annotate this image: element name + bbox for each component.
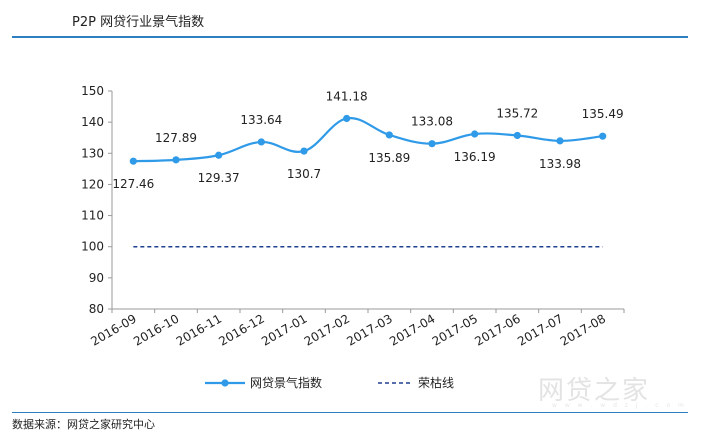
x-tick-label: 2016-09 bbox=[88, 311, 138, 348]
data-label: 129.37 bbox=[198, 171, 240, 185]
y-tick-label: 100 bbox=[81, 240, 104, 254]
series-layer bbox=[129, 114, 607, 248]
x-tick-label: 2017-02 bbox=[302, 311, 352, 348]
data-label: 136.19 bbox=[454, 150, 496, 164]
data-label: 135.49 bbox=[582, 107, 624, 121]
data-point bbox=[172, 156, 180, 164]
data-label: 127.89 bbox=[155, 131, 197, 145]
legend-label-boom-bust: 荣枯线 bbox=[418, 375, 454, 390]
watermark-url: w w w . w d z j . c o m bbox=[552, 402, 687, 409]
y-tick-label: 90 bbox=[89, 271, 104, 285]
data-point bbox=[513, 131, 521, 140]
data-label: 130.7 bbox=[287, 167, 321, 181]
data-label: 133.64 bbox=[240, 113, 282, 127]
data-point bbox=[428, 140, 436, 148]
y-tick-label: 150 bbox=[81, 84, 104, 98]
data-point bbox=[556, 137, 564, 145]
x-tick-label: 2017-08 bbox=[558, 311, 608, 348]
x-tick-label: 2017-01 bbox=[259, 311, 309, 348]
x-tick-label: 2016-12 bbox=[216, 311, 266, 348]
data-labels: 127.46 127.89 129.37 133.64 130.7 141.18 135.8… bbox=[112, 89, 623, 191]
page-title: P2P 网贷行业景气指数 bbox=[72, 15, 205, 30]
x-tick-label: 2017-06 bbox=[472, 311, 522, 348]
y-tick-label: 120 bbox=[81, 177, 104, 191]
data-label: 135.89 bbox=[368, 151, 410, 165]
header-divider bbox=[12, 36, 688, 38]
x-tick-label: 2016-10 bbox=[131, 311, 181, 348]
x-tick-label: 2017-07 bbox=[515, 311, 565, 348]
legend: 网贷景气指数 荣枯线 bbox=[205, 375, 454, 390]
data-label: 127.46 bbox=[112, 177, 154, 191]
data-point bbox=[300, 147, 308, 155]
data-label: 141.18 bbox=[326, 89, 368, 103]
footer-divider bbox=[12, 412, 688, 413]
x-tick-label: 2017-04 bbox=[387, 311, 437, 348]
data-label: 135.72 bbox=[496, 106, 538, 120]
data-point bbox=[385, 131, 393, 139]
y-tick-label: 130 bbox=[81, 146, 104, 160]
x-tick-label: 2017-05 bbox=[430, 311, 480, 348]
legend-marker-index bbox=[221, 379, 229, 387]
data-label: 133.98 bbox=[539, 157, 581, 171]
source-note: 数据来源：网贷之家研究中心 bbox=[12, 418, 155, 431]
data-label: 133.08 bbox=[411, 115, 453, 129]
data-point bbox=[215, 151, 223, 159]
y-tick-label: 110 bbox=[81, 209, 104, 223]
y-tick-label: 80 bbox=[89, 302, 104, 316]
y-tick-label: 140 bbox=[81, 115, 104, 129]
x-tick-label: 2017-03 bbox=[344, 311, 394, 348]
data-point bbox=[599, 132, 607, 140]
data-point bbox=[257, 138, 265, 146]
data-point bbox=[129, 157, 137, 165]
axes: 80901001101201301401502016-092016-102016… bbox=[81, 84, 625, 349]
x-tick-label: 2016-11 bbox=[174, 311, 224, 348]
series-line-index bbox=[133, 117, 603, 163]
watermark-logo: 网贷之家 bbox=[538, 376, 651, 406]
data-point bbox=[343, 114, 351, 123]
data-point bbox=[471, 130, 479, 138]
legend-label-index: 网贷景气指数 bbox=[250, 375, 322, 390]
